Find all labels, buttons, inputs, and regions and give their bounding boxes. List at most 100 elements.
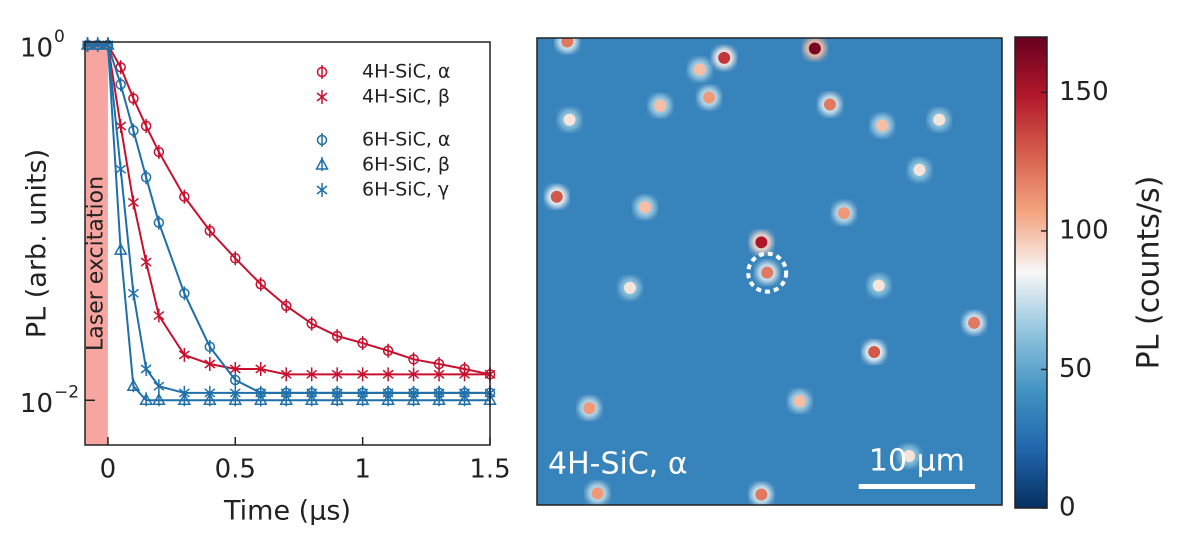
marker <box>153 215 165 230</box>
spot <box>639 201 652 214</box>
spot <box>755 488 768 501</box>
marker-asterisk <box>140 361 152 376</box>
marker-asterisk <box>408 385 420 400</box>
marker-asterisk <box>433 385 445 400</box>
x-tick-label: 1.5 <box>469 455 510 485</box>
colorbar <box>1014 36 1048 509</box>
marker-asterisk <box>204 357 216 372</box>
marker <box>115 162 127 177</box>
marker-asterisk <box>229 385 241 400</box>
spot <box>876 119 889 132</box>
marker <box>408 385 420 400</box>
marker-asterisk <box>306 367 318 382</box>
legend-label: 6H-SiC, α <box>362 129 450 151</box>
image-label: 4H-SiC, α <box>548 447 688 482</box>
marker <box>140 361 152 376</box>
marker-asterisk <box>140 255 152 270</box>
marker-asterisk <box>127 195 139 210</box>
x-axis-label: Time (µs) <box>223 496 351 527</box>
marker-asterisk <box>255 361 267 376</box>
marker <box>204 339 216 354</box>
y-axis-label: PL (arb. units) <box>22 149 53 338</box>
marker <box>229 385 241 400</box>
spot <box>561 38 574 48</box>
marker <box>459 385 470 400</box>
marker-asterisk <box>204 385 216 400</box>
spot <box>550 190 563 203</box>
spot <box>591 487 604 500</box>
marker-asterisk <box>316 183 328 197</box>
spot <box>693 63 706 76</box>
spot <box>837 207 850 220</box>
spot <box>654 99 667 112</box>
marker <box>140 255 152 270</box>
x-tick-label: 0 <box>100 455 117 485</box>
fit-line <box>87 44 490 376</box>
marker <box>357 385 369 400</box>
marker <box>178 385 190 400</box>
marker <box>178 347 190 362</box>
marker <box>127 286 139 301</box>
y-tick-exponent: −2 <box>54 382 79 402</box>
y-tick-label: 10 <box>20 389 53 419</box>
spots <box>545 38 986 505</box>
marker <box>382 343 394 358</box>
spot <box>703 91 716 104</box>
spot <box>823 98 836 111</box>
marker-asterisk <box>316 90 328 104</box>
legend-label: 6H-SiC, γ <box>362 179 449 201</box>
marker-asterisk <box>382 385 394 400</box>
marker <box>115 77 126 92</box>
marker <box>382 367 394 382</box>
marker <box>280 385 292 400</box>
marker <box>331 329 343 344</box>
marker-asterisk <box>357 367 369 382</box>
marker-asterisk <box>306 385 318 400</box>
marker <box>408 367 420 382</box>
legend-label: 4H-SiC, β <box>362 86 450 108</box>
colorbar-tick-label: 150 <box>1059 77 1109 107</box>
marker <box>255 361 267 376</box>
marker <box>316 90 328 104</box>
colorbar-label: PL (counts/s) <box>1132 176 1167 370</box>
image-frame <box>536 37 1003 506</box>
colorbar-tick-label: 50 <box>1059 354 1092 384</box>
marker <box>140 170 152 185</box>
marker-asterisk <box>433 367 445 382</box>
spot <box>933 113 946 126</box>
spot <box>563 113 576 126</box>
marker <box>115 60 126 75</box>
marker <box>255 385 267 400</box>
marker-asterisk <box>153 308 165 323</box>
laser-label: Laser excitation <box>83 176 108 351</box>
marker <box>433 367 445 382</box>
marker <box>280 298 292 313</box>
marker <box>316 133 328 147</box>
spot <box>793 395 806 408</box>
marker <box>255 277 267 292</box>
marker-asterisk <box>459 367 470 382</box>
marker <box>126 378 141 393</box>
marker-asterisk <box>255 385 267 400</box>
spot <box>718 51 731 64</box>
marker-asterisk <box>153 379 165 394</box>
marker <box>152 392 166 407</box>
marker <box>382 385 394 400</box>
marker-asterisk <box>127 286 139 301</box>
marker <box>357 367 369 382</box>
marker <box>306 316 317 331</box>
x-tick-label: 1 <box>354 455 371 485</box>
marker <box>316 183 328 197</box>
marker <box>331 367 343 382</box>
marker <box>113 242 128 257</box>
colorbar-tick-label: 100 <box>1059 215 1109 245</box>
fit-line <box>87 44 490 402</box>
spot <box>624 281 636 294</box>
marker <box>331 385 343 400</box>
marker-asterisk <box>115 162 127 177</box>
marker <box>153 379 165 394</box>
marker-asterisk <box>382 367 394 382</box>
marker <box>230 373 241 388</box>
y-tick-label: 10 <box>20 34 53 64</box>
